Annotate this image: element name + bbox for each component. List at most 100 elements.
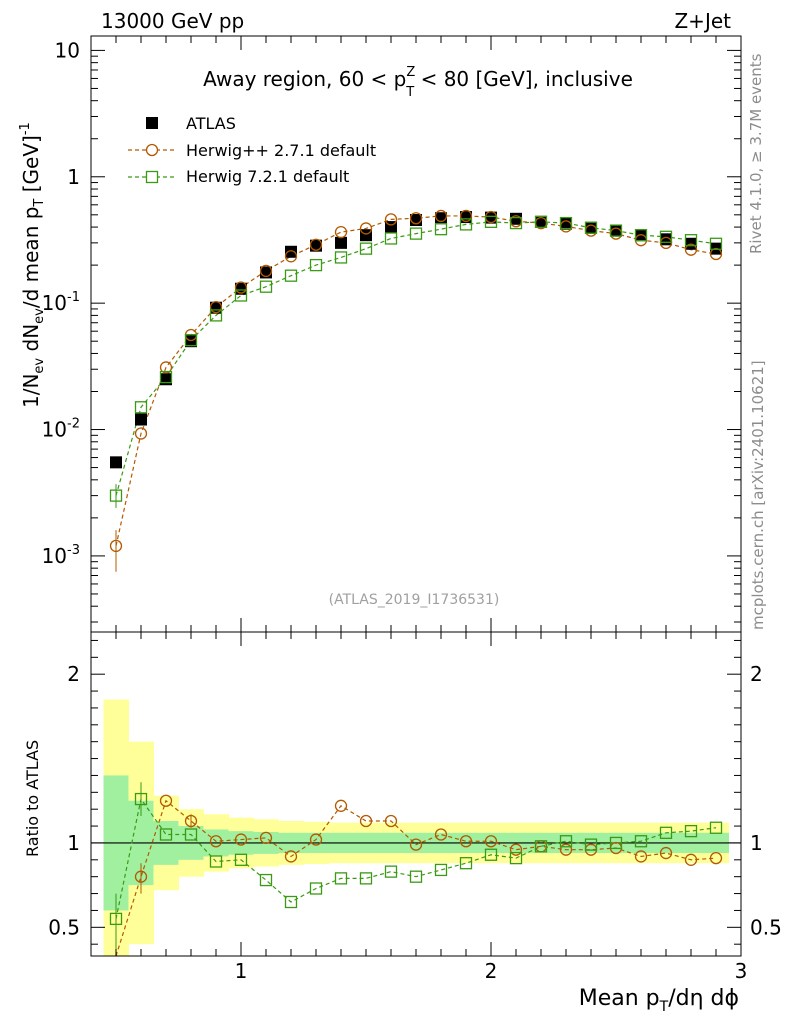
ratio-xtick-label: 2: [485, 959, 498, 983]
main-point-herwig-7-2-1-default: [534, 215, 548, 228]
main-point-atlas: [335, 236, 347, 249]
main-point-herwig-7-2-1-default: [509, 216, 523, 230]
ratio-point-herwig-2-7-1-default: [334, 799, 348, 812]
ratio-point-herwig-2-7-1-default: [234, 833, 248, 846]
ratio-ytick-label-right: 0.5: [750, 915, 782, 939]
ratio-point-herwig-7-2-1-default: [284, 895, 298, 909]
ratio-point-herwig-2-7-1-default: [634, 850, 648, 863]
main-marks: [109, 209, 723, 572]
ratio-point-herwig-7-2-1-default: [109, 912, 123, 926]
main-point-herwig-7-2-1-default: [309, 258, 323, 272]
ratio-point-herwig-7-2-1-default: [234, 853, 248, 866]
ratio-frame: [90, 631, 742, 957]
main-point-atlas: [610, 224, 622, 237]
ratio-point-herwig-2-7-1-default: [459, 835, 473, 848]
main-point-atlas: [360, 229, 372, 242]
main-ytick-label: 10-3: [42, 543, 80, 568]
ratio-point-herwig-2-7-1-default: [709, 851, 723, 865]
main-point-herwig-7-2-1-default: [459, 218, 473, 231]
ratio-point-herwig-2-7-1-default: [559, 843, 573, 856]
ratio-point-herwig-7-2-1-default: [684, 824, 698, 838]
ratio-point-herwig-7-2-1-default: [609, 836, 623, 850]
ratio-point-herwig-2-7-1-default: [309, 833, 323, 846]
main-point-herwig-2-7-1-default: [409, 212, 423, 225]
main-point-herwig-7-2-1-default: [209, 309, 223, 322]
ratio-point-herwig-7-2-1-default: [534, 840, 548, 853]
ratio-point-herwig-2-7-1-default: [159, 794, 173, 807]
main-point-atlas: [485, 211, 497, 224]
main-point-herwig-2-7-1-default: [334, 225, 348, 239]
ratio-xtick-label: 1: [235, 959, 248, 983]
ratio-bands: [91, 699, 741, 956]
main-point-herwig-7-2-1-default: [134, 401, 148, 414]
main-point-herwig-7-2-1-default: [584, 221, 598, 234]
main-point-atlas: [185, 335, 197, 348]
main-panel: 10-3 10-2 10-1 1 10 Away region, 60 < pZ T < …: [18, 35, 742, 633]
main-point-atlas: [560, 217, 572, 230]
main-point-herwig-7-2-1-default: [259, 280, 273, 293]
main-point-herwig-2-7-1-default: [284, 250, 298, 263]
main-point-herwig-7-2-1-default: [284, 269, 298, 282]
legend-atlas-marker: [146, 117, 158, 129]
main-ytick-label: 10-2: [42, 417, 80, 442]
main-point-atlas: [585, 221, 597, 234]
main-line-herwig-7-2-1-default: [115, 221, 717, 496]
main-point-herwig-2-7-1-default: [234, 281, 248, 294]
ratio-point-herwig-2-7-1-default: [434, 828, 448, 841]
main-point-herwig-7-2-1-default: [159, 370, 173, 384]
ratio-point-herwig-7-2-1-default: [259, 873, 273, 887]
main-point-atlas: [435, 212, 447, 225]
main-point-herwig-2-7-1-default: [434, 209, 448, 223]
main-point-herwig-2-7-1-default: [709, 247, 723, 261]
main-point-herwig-2-7-1-default: [459, 209, 473, 223]
main-ytick-label: 10: [55, 38, 80, 62]
main-point-herwig-2-7-1-default: [384, 213, 398, 226]
ratio-ytick-label-right: 2: [750, 662, 763, 686]
main-point-herwig-7-2-1-default: [334, 251, 348, 264]
analysis-watermark: (ATLAS_2019_I1736531): [329, 592, 500, 608]
ratio-point-herwig-7-2-1-default: [709, 821, 723, 834]
main-point-atlas: [135, 413, 147, 426]
main-point-herwig-7-2-1-default: [659, 230, 673, 243]
header-process: Z+Jet: [674, 9, 731, 33]
main-ytick-label: 10-1: [42, 290, 80, 315]
main-ytick-labels: 10-3 10-2 10-1 1 10: [42, 38, 80, 568]
ratio-ylabel: Ratio to ATLAS: [23, 740, 42, 857]
side-label-mcplots: mcplots.cern.ch [arXiv:2401.10621]: [749, 360, 767, 630]
main-point-herwig-7-2-1-default: [234, 289, 248, 302]
main-point-herwig-7-2-1-default: [409, 227, 423, 240]
legend: ATLAS Herwig++ 2.7.1 default Herwig 7.2.…: [128, 114, 376, 186]
ratio-panel: 0.5 0.5 1 1 2 2 1 2 3 Ratio to ATLAS Mean pT/dη …: [23, 631, 782, 1015]
main-ylabel: 1/Nev dNev/d mean pT [GeV]-1: [18, 122, 47, 408]
main-point-herwig-2-7-1-default: [259, 264, 273, 278]
ratio-point-herwig-2-7-1-default: [284, 850, 298, 863]
ratio-point-herwig-7-2-1-default: [184, 828, 198, 841]
main-point-herwig-2-7-1-default: [359, 222, 373, 235]
ratio-ytick-label-right: 1: [750, 831, 763, 855]
ratio-point-herwig-7-2-1-default: [659, 826, 673, 839]
ratio-point-herwig-2-7-1-default: [359, 814, 373, 828]
ratio-point-herwig-2-7-1-default: [384, 814, 398, 828]
ratio-point-herwig-2-7-1-default: [209, 835, 223, 848]
legend-herwig7-marker: [145, 170, 159, 184]
main-point-herwig-2-7-1-default: [159, 361, 173, 374]
ratio-point-herwig-2-7-1-default: [409, 838, 423, 851]
ratio-point-herwig-7-2-1-default: [384, 865, 398, 878]
ratio-point-herwig-7-2-1-default: [409, 870, 423, 883]
ratio-point-herwig-7-2-1-default: [484, 848, 498, 861]
ratio-point-herwig-2-7-1-default: [684, 853, 698, 866]
ratio-point-herwig-2-7-1-default: [259, 831, 273, 845]
legend-herwig7-label: Herwig 7.2.1 default: [186, 167, 349, 186]
ratio-ytick-label: 0.5: [48, 915, 80, 939]
main-point-herwig-7-2-1-default: [609, 224, 623, 237]
ratio-ticks: [91, 632, 741, 956]
main-ytick-label: 1: [67, 165, 80, 189]
main-point-herwig-7-2-1-default: [634, 229, 648, 242]
main-point-herwig-7-2-1-default: [384, 232, 398, 245]
ratio-ytick-label: 1: [67, 831, 80, 855]
main-title: Away region, 60 < pZ T < 80 [GeV], inclus…: [203, 65, 633, 100]
ratio-xlabel: Mean pT/dη dϕ: [579, 986, 739, 1015]
ratio-point-herwig-2-7-1-default: [484, 835, 498, 848]
main-point-herwig-7-2-1-default: [484, 215, 498, 228]
